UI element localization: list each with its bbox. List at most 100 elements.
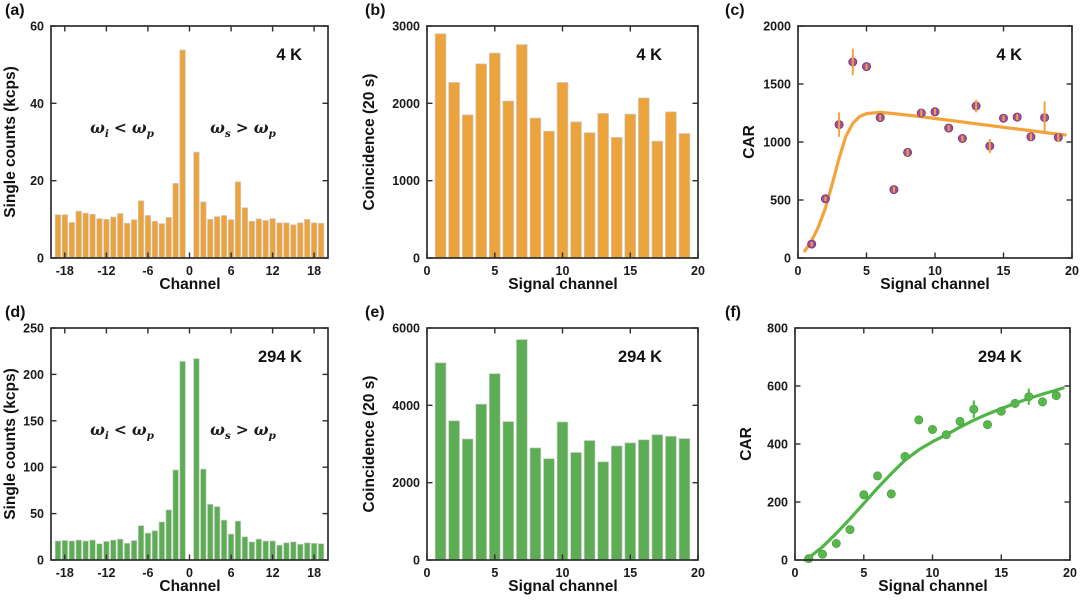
temperature-label: 4 K xyxy=(636,46,662,64)
x-tick-label: 10 xyxy=(556,264,570,278)
bar xyxy=(207,503,214,561)
bar xyxy=(75,210,82,259)
x-axis-label: Signal channel xyxy=(880,276,990,293)
bar xyxy=(665,435,677,561)
y-axis-label: Coincidence (20 s) xyxy=(361,74,378,211)
bar xyxy=(317,222,325,259)
bar xyxy=(151,530,158,561)
bar xyxy=(434,362,447,561)
bar xyxy=(179,49,186,259)
relation-symbol: < xyxy=(113,419,127,439)
bar xyxy=(54,540,62,561)
bar xyxy=(75,539,82,561)
bar xyxy=(165,509,172,561)
x-axis-label: Channel xyxy=(159,276,221,293)
bar xyxy=(137,200,145,259)
bar xyxy=(172,183,179,259)
bar xyxy=(434,33,447,259)
bar xyxy=(200,201,207,259)
omega-subscript: i xyxy=(104,430,109,443)
panel-f: (f) 0 5 10 15 20 0 200 400 600 800 CAR 294 K Signa… xyxy=(720,302,1080,604)
x-tick-label: 10 xyxy=(556,566,570,580)
omega-subscript: i xyxy=(104,128,109,141)
bar xyxy=(234,520,242,561)
panel-label-b: (b) xyxy=(365,2,386,19)
bar xyxy=(556,421,569,561)
bar xyxy=(193,358,200,561)
x-tick-label: 0 xyxy=(186,264,193,278)
y-tick-label: 0 xyxy=(37,252,44,266)
bar xyxy=(290,541,297,561)
y-tick-label: 1000 xyxy=(763,136,791,150)
bar xyxy=(583,132,596,259)
y-tick-label: 100 xyxy=(23,461,44,475)
bar xyxy=(82,212,89,259)
x-tick-label: -12 xyxy=(97,264,115,278)
bar xyxy=(234,181,242,259)
bar xyxy=(304,542,311,561)
y-axis-label: Single counts (kcps) xyxy=(2,368,19,520)
temperature-label: 294 K xyxy=(977,348,1022,366)
x-tick-label: -6 xyxy=(142,566,153,580)
x-tick-label: 0 xyxy=(424,264,431,278)
y-tick-label: 500 xyxy=(770,194,791,208)
bar xyxy=(89,539,96,561)
plot-box xyxy=(794,327,1071,561)
y-tick-label: 2000 xyxy=(763,20,791,34)
omega-symbol: ω xyxy=(253,117,269,137)
y-tick-label: 200 xyxy=(23,368,44,382)
x-tick-label: 6 xyxy=(228,264,235,278)
bar xyxy=(502,100,515,259)
x-tick-label: 5 xyxy=(491,264,498,278)
bar xyxy=(624,442,637,561)
bar xyxy=(570,452,582,561)
bar xyxy=(269,218,276,259)
x-tick-label: 0 xyxy=(795,264,802,278)
x-tick-label: 5 xyxy=(491,566,498,580)
bar xyxy=(290,224,297,259)
bar xyxy=(214,216,221,259)
omega-subscript: p xyxy=(146,128,154,141)
x-axis-label: Signal channel xyxy=(508,578,618,595)
bar xyxy=(221,519,228,561)
omega-symbol: ω xyxy=(131,117,147,137)
fit-line xyxy=(803,386,1065,562)
relation-symbol: > xyxy=(235,419,249,439)
bar xyxy=(124,222,131,259)
bar xyxy=(96,218,103,259)
omega-subscript: p xyxy=(146,430,154,443)
x-tick-label: 0 xyxy=(186,566,193,580)
x-axis-label: Signal channel xyxy=(508,276,618,293)
y-tick-label: 200 xyxy=(767,496,788,510)
y-axis-label: CAR xyxy=(741,125,758,159)
x-axis-label: Signal channel xyxy=(878,578,988,595)
y-tick-label: 1000 xyxy=(392,174,420,188)
x-tick-label: 20 xyxy=(691,264,705,278)
bar xyxy=(214,506,221,561)
chart-single-counts-294k: -18 -12 -6 0 6 12 18 0 50 100 150 200 250 Single coun… xyxy=(2,322,329,580)
bar xyxy=(241,207,249,259)
bar xyxy=(638,439,650,561)
bar xyxy=(144,215,152,259)
x-tick-label: -18 xyxy=(56,566,74,580)
y-tick-label: 6000 xyxy=(392,322,420,336)
y-tick-label: 250 xyxy=(23,322,44,336)
x-tick-label: 12 xyxy=(266,264,280,278)
bar xyxy=(651,140,664,259)
x-tick-label: 20 xyxy=(691,566,705,580)
y-axis-label: Single counts (kcps) xyxy=(2,66,19,218)
bar xyxy=(283,222,290,259)
bar xyxy=(297,222,304,259)
bar xyxy=(488,52,501,259)
bar xyxy=(678,133,691,259)
y-tick-label: 600 xyxy=(767,380,788,394)
relation-symbol: < xyxy=(113,117,127,137)
temperature-label: 4 K xyxy=(276,46,302,64)
bar xyxy=(110,539,117,561)
bar xyxy=(117,213,124,259)
x-tick-label: 15 xyxy=(623,264,637,278)
bar xyxy=(488,373,501,561)
y-tick-label: 4000 xyxy=(392,399,420,413)
x-tick-label: 0 xyxy=(424,566,431,580)
